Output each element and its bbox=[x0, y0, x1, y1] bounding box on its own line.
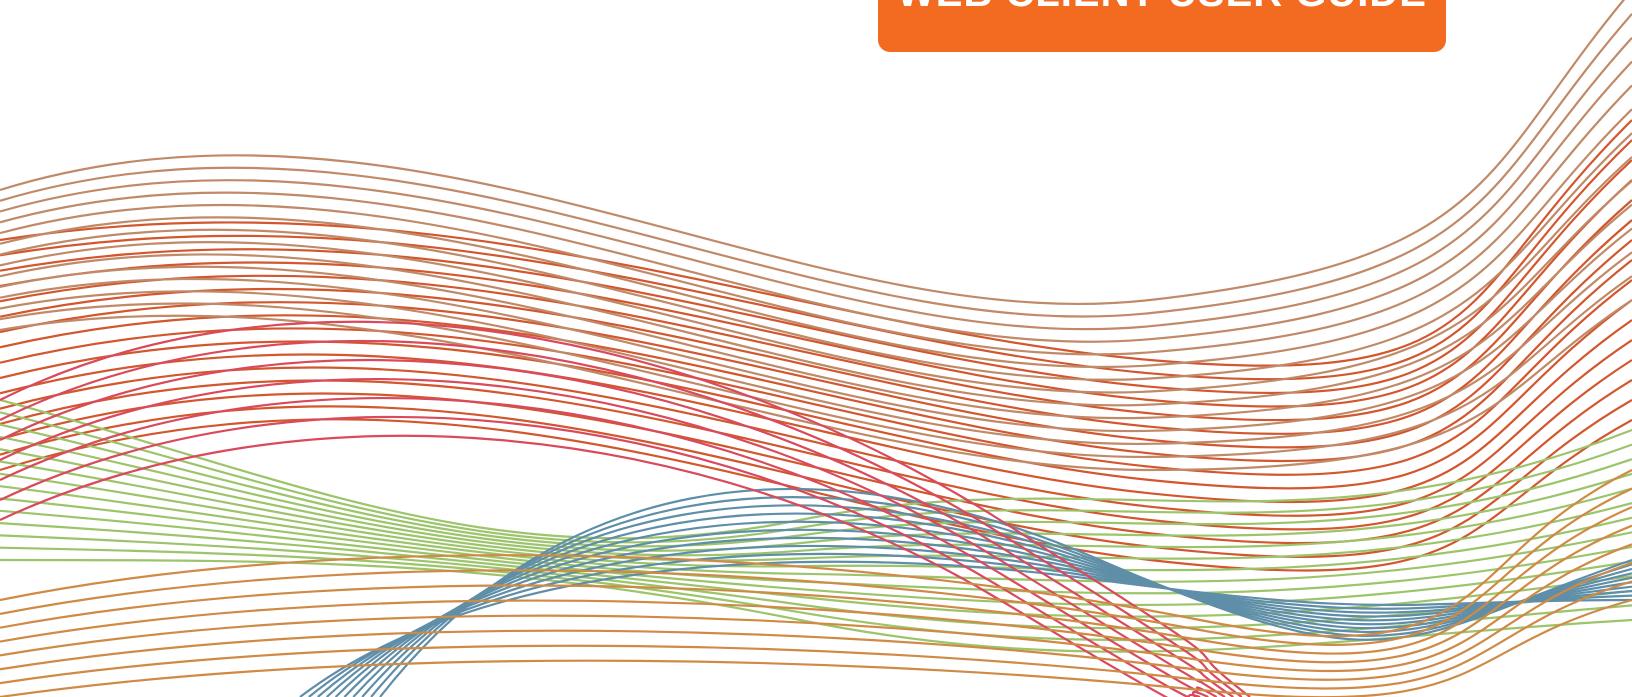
cover-page: WEB CLIENT USER GUIDE (() => { const dat… bbox=[0, 0, 1632, 697]
wave-line bbox=[380, 489, 1632, 697]
wave-line bbox=[0, 85, 1632, 354]
title-banner: WEB CLIENT USER GUIDE bbox=[878, 0, 1446, 52]
banner-title: WEB CLIENT USER GUIDE bbox=[878, 0, 1446, 17]
wave-line bbox=[0, 38, 1632, 329]
wave-line bbox=[0, 400, 1632, 538]
wave-line bbox=[0, 14, 1632, 317]
wave-line bbox=[371, 497, 1632, 697]
wave-decoration bbox=[0, 0, 1632, 697]
wave-line bbox=[0, 62, 1632, 342]
